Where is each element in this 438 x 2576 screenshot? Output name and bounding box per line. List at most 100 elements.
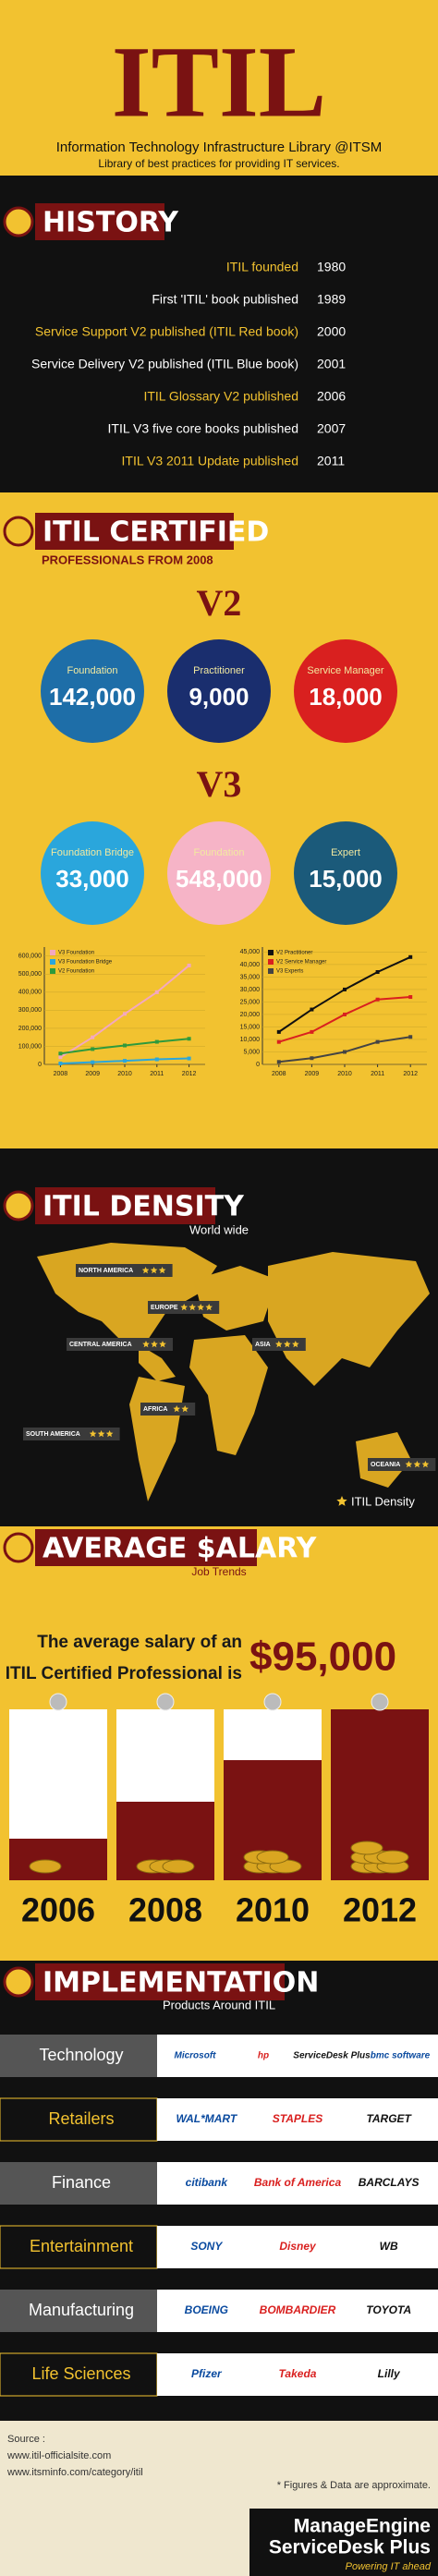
star — [189, 1304, 196, 1311]
cert-circle — [41, 821, 144, 925]
series-point — [276, 1060, 281, 1064]
dollar-coin — [49, 1693, 67, 1711]
y-tick-label: 30,000 — [240, 987, 261, 993]
sector-name: Retailers — [48, 2109, 114, 2128]
sector-name: Finance — [52, 2173, 111, 2192]
star — [158, 1267, 166, 1274]
section-icon — [3, 1532, 34, 1563]
cert-circle — [167, 821, 271, 925]
star — [150, 1267, 158, 1274]
section-title: ITIL CERTIFIED — [43, 516, 269, 549]
coin — [29, 1859, 62, 1874]
series-point — [123, 1043, 127, 1048]
x-tick-label: 2009 — [85, 1071, 100, 1077]
history-year: 2011 — [317, 454, 345, 468]
company-logo: Microsoft — [175, 2051, 217, 2061]
region-tag — [140, 1403, 196, 1416]
star — [292, 1341, 299, 1348]
section-title: HISTORY — [43, 207, 179, 239]
y-tick-label: 200,000 — [18, 1026, 42, 1032]
salary-year: 2012 — [343, 1891, 417, 1929]
company-logo: bmc software — [371, 2051, 431, 2061]
company-logo: WAL*MART — [176, 2112, 237, 2125]
region-name: CENTRAL AMERICA — [69, 1342, 132, 1348]
series-point — [408, 954, 413, 959]
source-link: www.itsminfo.com/category/itil — [6, 2467, 143, 2478]
region-tag — [67, 1338, 173, 1351]
sector-name: Technology — [39, 2046, 123, 2064]
cert-circle — [167, 639, 271, 743]
star — [197, 1304, 204, 1311]
legend-label: V3 Experts — [276, 969, 303, 975]
star — [89, 1430, 97, 1438]
star — [97, 1430, 105, 1438]
region-stars — [142, 1341, 166, 1348]
history-year: 2007 — [317, 421, 346, 436]
series-point — [343, 987, 347, 991]
x-tick-label: 2008 — [272, 1071, 286, 1077]
y-tick-label: 0 — [38, 1062, 42, 1068]
series-point — [310, 1029, 314, 1034]
cert-name: Service Manager — [307, 665, 383, 676]
series-point — [154, 990, 159, 994]
y-tick-label: 500,000 — [18, 971, 42, 978]
legend-label: V3 Foundation Bridge — [58, 960, 113, 966]
dollar-coin — [156, 1693, 175, 1711]
cert-count: 18,000 — [309, 683, 383, 711]
series-point — [375, 997, 380, 1002]
y-tick-label: 5,000 — [243, 1049, 260, 1055]
region-name: OCEANIA — [371, 1462, 400, 1468]
series-point — [58, 1055, 63, 1060]
salary-statement: The average salary of an — [37, 1633, 242, 1652]
section-title: AVERAGE $ALARY — [43, 1533, 318, 1565]
x-tick-label: 2008 — [54, 1071, 68, 1077]
company-logo: citibank — [186, 2176, 229, 2189]
logo-cell — [157, 2098, 438, 2141]
company-logo: Disney — [279, 2240, 317, 2253]
tagline: Library of best practices for providing … — [98, 157, 339, 170]
sector-cell — [0, 2162, 157, 2205]
series-point — [123, 1012, 127, 1016]
history-year: 1989 — [317, 292, 346, 307]
continent — [139, 1344, 176, 1381]
star — [159, 1341, 166, 1348]
company-logo: TOYOTA — [366, 2303, 411, 2316]
salary-amount: $95,000 — [249, 1634, 396, 1680]
history-event: First 'ITIL' book published — [152, 292, 298, 307]
star — [413, 1461, 421, 1468]
certified-bg — [0, 492, 438, 1148]
subtitle: Information Technology Infrastructure Li… — [56, 140, 383, 155]
history-event: ITIL V3 2011 Update published — [122, 454, 298, 468]
company-logo: Pfizer — [191, 2367, 223, 2380]
coin — [162, 1859, 195, 1874]
section-band — [35, 1963, 285, 2000]
implementation-subtitle: Products Around ITIL — [163, 1998, 275, 2011]
x-tick-label: 2011 — [371, 1071, 384, 1077]
legend-label: V3 Foundation — [58, 951, 94, 956]
region-stars — [275, 1341, 299, 1348]
coin — [376, 1850, 409, 1865]
sector-cell — [0, 2035, 157, 2077]
sector-cell — [0, 2097, 158, 2142]
series-point — [58, 1051, 63, 1056]
series-point — [58, 1062, 63, 1066]
cert-circle — [294, 821, 397, 925]
logo-cell — [157, 2162, 438, 2205]
cert-name: Foundation — [193, 847, 244, 858]
section-band — [35, 1529, 257, 1566]
x-tick-label: 2010 — [117, 1071, 132, 1077]
series-point — [276, 1039, 281, 1044]
sector-name: Life Sciences — [31, 2364, 130, 2383]
company-logo: BARCLAYS — [359, 2176, 420, 2189]
y-tick-label: 45,000 — [240, 949, 261, 955]
y-tick-label: 35,000 — [240, 974, 261, 980]
section-icon — [3, 516, 34, 547]
cert-count: 15,000 — [309, 865, 383, 893]
legend-swatch — [268, 950, 274, 955]
continent — [194, 1266, 277, 1331]
company-logo: TARGET — [366, 2112, 412, 2125]
header-bg — [0, 0, 438, 176]
y-tick-label: 10,000 — [240, 1037, 261, 1043]
version-label: V2 — [197, 582, 242, 624]
